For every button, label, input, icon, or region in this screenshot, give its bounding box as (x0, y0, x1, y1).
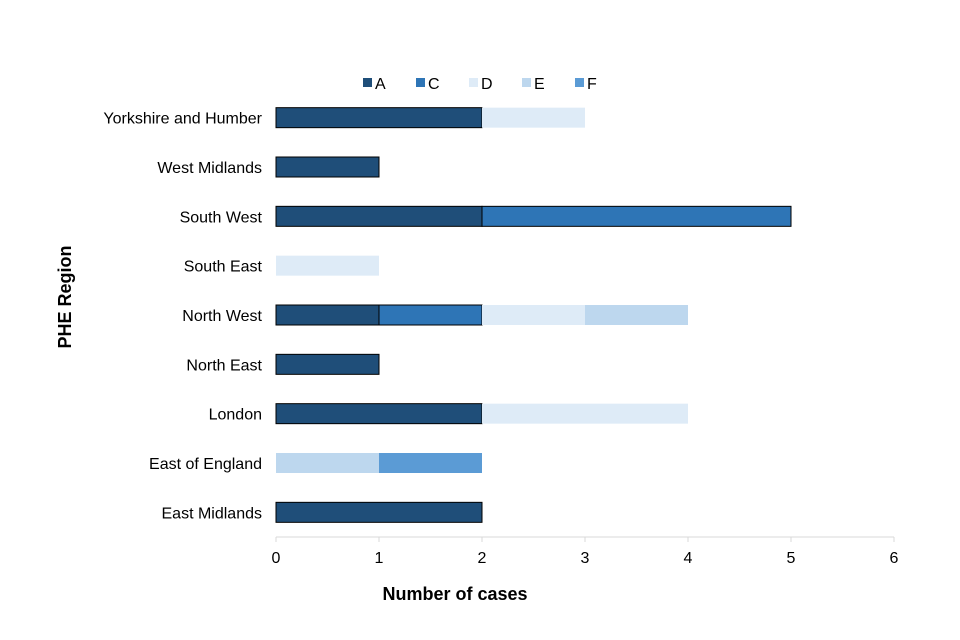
bar-south-west-a (275, 205, 483, 227)
legend-swatch-f (575, 78, 584, 87)
x-axis-title: Number of cases (382, 584, 527, 604)
bar-yorkshire-and-humber-a (275, 107, 483, 129)
bar-east-of-england-f (379, 453, 482, 473)
x-tick-label: 3 (581, 550, 590, 567)
x-axis-ticks: 0 1 2 3 4 5 6 (272, 537, 899, 567)
category-label: South West (180, 209, 263, 226)
y-axis-category-labels: Yorkshire and Humber West Midlands South W… (103, 111, 262, 523)
x-tick-label: 5 (787, 550, 796, 567)
x-tick-label: 0 (272, 550, 281, 567)
bar-london-a (275, 403, 483, 425)
category-label: West Midlands (157, 160, 262, 177)
legend-swatch-c (416, 78, 425, 87)
bar-north-west-a (275, 304, 380, 326)
legend-label-c: C (428, 76, 440, 93)
bar-north-west-c (378, 304, 483, 326)
legend-label-d: D (481, 76, 493, 93)
bar-west-midlands-a (275, 156, 380, 178)
legend-label-a: A (375, 76, 386, 93)
bar-east-midlands-a (275, 501, 483, 523)
y-axis-title: PHE Region (55, 245, 75, 348)
legend-label-e: E (534, 76, 545, 93)
category-label: East Midlands (162, 505, 263, 522)
legend-swatch-a (363, 78, 372, 87)
bar-south-west-c (481, 205, 792, 227)
bar-london-d (482, 403, 688, 424)
bar-south-east-d (276, 255, 379, 276)
category-label: East of England (149, 456, 262, 473)
x-tick-label: 6 (890, 550, 899, 567)
category-label: North East (186, 357, 262, 374)
legend-label-f: F (587, 76, 597, 93)
bar-north-east-a (275, 353, 380, 375)
x-tick-label: 4 (684, 550, 693, 567)
legend-swatch-e (522, 78, 531, 87)
bar-north-west-e (585, 305, 688, 325)
bar-east-of-england-e (276, 453, 379, 473)
category-label: Yorkshire and Humber (103, 111, 262, 128)
x-tick-label: 2 (478, 550, 487, 567)
bar-north-west-d (482, 305, 585, 325)
category-label: South East (184, 259, 263, 276)
legend-swatch-d (469, 78, 478, 87)
bar-yorkshire-and-humber-d (482, 107, 585, 128)
plot-area (275, 107, 792, 523)
x-tick-label: 1 (375, 550, 384, 567)
category-label: London (209, 407, 262, 424)
category-label: North West (182, 308, 262, 325)
